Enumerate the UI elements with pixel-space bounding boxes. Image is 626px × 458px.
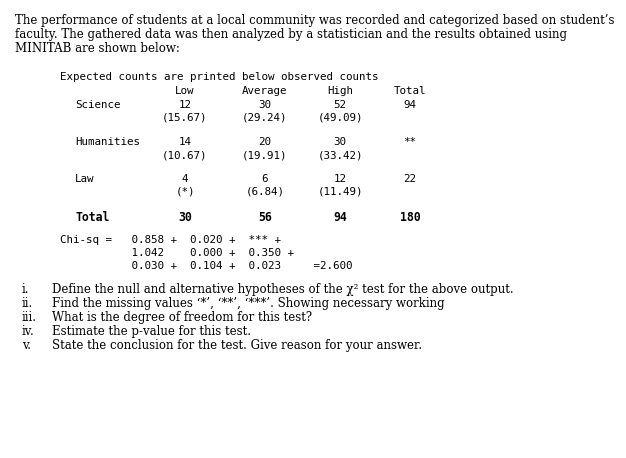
Text: iv.: iv. xyxy=(22,325,35,338)
Text: (6.84): (6.84) xyxy=(245,187,284,197)
Text: Chi-sq =   0.858 +  0.020 +  *** +: Chi-sq = 0.858 + 0.020 + *** + xyxy=(60,235,281,245)
Text: State the conclusion for the test. Give reason for your answer.: State the conclusion for the test. Give … xyxy=(52,339,422,352)
Text: **: ** xyxy=(404,137,416,147)
Text: (15.67): (15.67) xyxy=(162,113,208,123)
Text: 94: 94 xyxy=(333,211,347,224)
Text: 12: 12 xyxy=(178,100,192,110)
Text: Expected counts are printed below observed counts: Expected counts are printed below observ… xyxy=(60,72,379,82)
Text: 12: 12 xyxy=(334,174,347,184)
Text: 20: 20 xyxy=(259,137,272,147)
Text: (10.67): (10.67) xyxy=(162,150,208,160)
Text: 52: 52 xyxy=(334,100,347,110)
Text: The performance of students at a local community was recorded and categorized ba: The performance of students at a local c… xyxy=(15,14,615,27)
Text: 0.030 +  0.104 +  0.023     =2.600: 0.030 + 0.104 + 0.023 =2.600 xyxy=(60,261,352,271)
Text: 1.042    0.000 +  0.350 +: 1.042 0.000 + 0.350 + xyxy=(60,248,294,258)
Text: High: High xyxy=(327,86,353,96)
Text: (11.49): (11.49) xyxy=(317,187,362,197)
Text: 6: 6 xyxy=(262,174,269,184)
Text: Average: Average xyxy=(242,86,288,96)
Text: MINITAB are shown below:: MINITAB are shown below: xyxy=(15,42,180,55)
Text: Estimate the p-value for this test.: Estimate the p-value for this test. xyxy=(52,325,251,338)
Text: (49.09): (49.09) xyxy=(317,113,362,123)
Text: Total: Total xyxy=(394,86,426,96)
Text: Humanities: Humanities xyxy=(75,137,140,147)
Text: (33.42): (33.42) xyxy=(317,150,362,160)
Text: 56: 56 xyxy=(258,211,272,224)
Text: Science: Science xyxy=(75,100,120,110)
Text: ii.: ii. xyxy=(22,297,33,310)
Text: Law: Law xyxy=(75,174,95,184)
Text: 14: 14 xyxy=(178,137,192,147)
Text: Low: Low xyxy=(175,86,195,96)
Text: 30: 30 xyxy=(178,211,192,224)
Text: Define the null and alternative hypotheses of the χ² test for the above output.: Define the null and alternative hypothes… xyxy=(52,283,513,296)
Text: Find the missing values ‘*’, ‘**’, ‘***’. Showing necessary working: Find the missing values ‘*’, ‘**’, ‘***’… xyxy=(52,297,444,310)
Text: i.: i. xyxy=(22,283,29,296)
Text: 4: 4 xyxy=(182,174,188,184)
Text: (19.91): (19.91) xyxy=(242,150,288,160)
Text: 22: 22 xyxy=(404,174,416,184)
Text: 180: 180 xyxy=(399,211,420,224)
Text: 94: 94 xyxy=(404,100,416,110)
Text: faculty. The gathered data was then analyzed by a statistician and the results o: faculty. The gathered data was then anal… xyxy=(15,28,567,41)
Text: iii.: iii. xyxy=(22,311,37,324)
Text: (29.24): (29.24) xyxy=(242,113,288,123)
Text: 30: 30 xyxy=(334,137,347,147)
Text: Total: Total xyxy=(75,211,110,224)
Text: v.: v. xyxy=(22,339,31,352)
Text: 30: 30 xyxy=(259,100,272,110)
Text: (*): (*) xyxy=(175,187,195,197)
Text: What is the degree of freedom for this test?: What is the degree of freedom for this t… xyxy=(52,311,312,324)
